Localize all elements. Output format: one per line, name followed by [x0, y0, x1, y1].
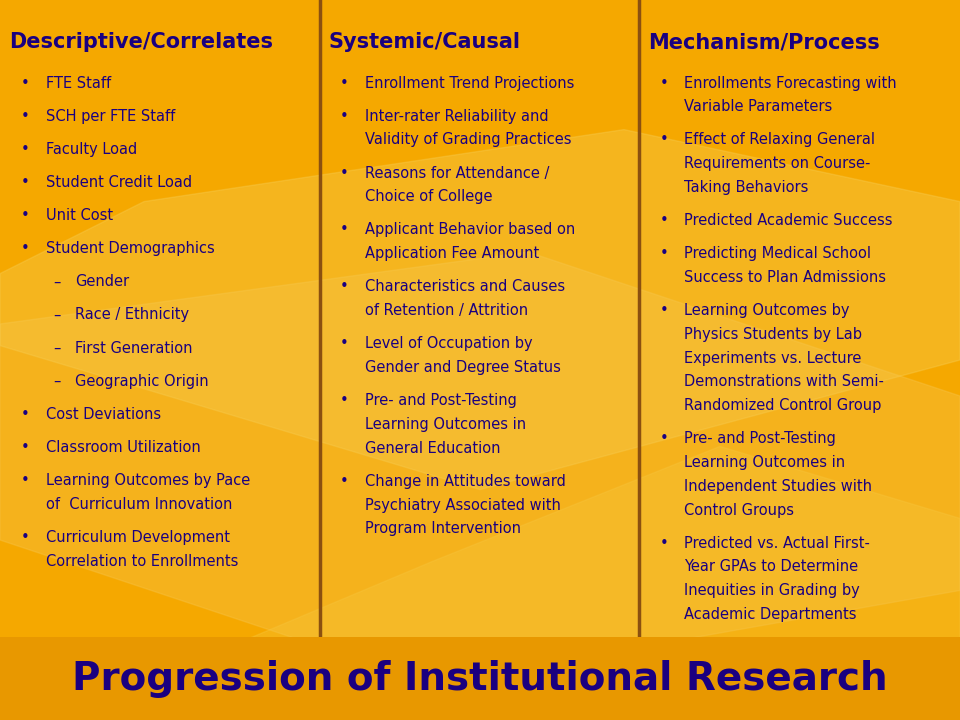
Text: –: – [53, 307, 60, 323]
Text: Variable Parameters: Variable Parameters [684, 99, 832, 114]
Text: First Generation: First Generation [75, 341, 192, 356]
Text: Application Fee Amount: Application Fee Amount [365, 246, 540, 261]
Text: •: • [340, 474, 348, 489]
Text: Learning Outcomes in: Learning Outcomes in [684, 455, 846, 470]
Text: –: – [53, 374, 60, 389]
Text: •: • [340, 393, 348, 408]
Text: Unit Cost: Unit Cost [46, 208, 113, 223]
Text: Descriptive/Correlates: Descriptive/Correlates [10, 32, 274, 53]
Text: Enrollment Trend Projections: Enrollment Trend Projections [365, 76, 574, 91]
Text: •: • [660, 303, 668, 318]
Text: •: • [340, 166, 348, 181]
Text: •: • [660, 213, 668, 228]
Text: •: • [660, 431, 668, 446]
Text: •: • [660, 246, 668, 261]
Text: Inter-rater Reliability and: Inter-rater Reliability and [365, 109, 548, 124]
Text: Gender: Gender [75, 274, 129, 289]
Text: Validity of Grading Practices: Validity of Grading Practices [365, 132, 571, 148]
Text: Predicted vs. Actual First-: Predicted vs. Actual First- [684, 536, 871, 551]
Text: •: • [21, 142, 30, 157]
Text: •: • [21, 473, 30, 488]
Text: •: • [660, 76, 668, 91]
Text: •: • [21, 109, 30, 124]
Text: Reasons for Attendance /: Reasons for Attendance / [365, 166, 549, 181]
Text: Independent Studies with: Independent Studies with [684, 479, 873, 494]
Text: Requirements on Course-: Requirements on Course- [684, 156, 871, 171]
Text: •: • [340, 76, 348, 91]
Text: •: • [660, 132, 668, 148]
Text: FTE Staff: FTE Staff [46, 76, 111, 91]
Text: Taking Behaviors: Taking Behaviors [684, 180, 809, 195]
Text: Learning Outcomes in: Learning Outcomes in [365, 417, 526, 432]
Text: Success to Plan Admissions: Success to Plan Admissions [684, 270, 886, 285]
FancyBboxPatch shape [0, 637, 960, 720]
Polygon shape [192, 446, 960, 720]
Text: –: – [53, 274, 60, 289]
Text: Choice of College: Choice of College [365, 189, 492, 204]
Text: •: • [660, 536, 668, 551]
Text: Applicant Behavior based on: Applicant Behavior based on [365, 222, 575, 238]
Text: Inequities in Grading by: Inequities in Grading by [684, 583, 860, 598]
Text: Characteristics and Causes: Characteristics and Causes [365, 279, 564, 294]
Text: General Education: General Education [365, 441, 500, 456]
Text: Pre- and Post-Testing: Pre- and Post-Testing [365, 393, 516, 408]
Text: Physics Students by Lab: Physics Students by Lab [684, 327, 862, 342]
Text: •: • [21, 407, 30, 422]
Text: •: • [340, 279, 348, 294]
Text: Faculty Load: Faculty Load [46, 142, 137, 157]
Text: Year GPAs to Determine: Year GPAs to Determine [684, 559, 858, 575]
Text: •: • [340, 336, 348, 351]
Text: Student Credit Load: Student Credit Load [46, 175, 192, 190]
Text: Randomized Control Group: Randomized Control Group [684, 398, 882, 413]
Text: Pre- and Post-Testing: Pre- and Post-Testing [684, 431, 836, 446]
Text: Curriculum Development: Curriculum Development [46, 530, 230, 545]
Text: Race / Ethnicity: Race / Ethnicity [75, 307, 189, 323]
Text: Classroom Utilization: Classroom Utilization [46, 440, 201, 455]
Text: –: – [53, 341, 60, 356]
Text: Correlation to Enrollments: Correlation to Enrollments [46, 554, 238, 569]
Text: •: • [21, 530, 30, 545]
Text: Learning Outcomes by Pace: Learning Outcomes by Pace [46, 473, 251, 488]
Text: Level of Occupation by: Level of Occupation by [365, 336, 533, 351]
Text: Student Demographics: Student Demographics [46, 241, 215, 256]
Text: •: • [340, 109, 348, 124]
Text: Control Groups: Control Groups [684, 503, 795, 518]
Polygon shape [0, 130, 960, 490]
Text: Experiments vs. Lecture: Experiments vs. Lecture [684, 351, 862, 366]
Text: Enrollments Forecasting with: Enrollments Forecasting with [684, 76, 897, 91]
Polygon shape [0, 252, 960, 684]
Text: Gender and Degree Status: Gender and Degree Status [365, 360, 561, 375]
Text: Mechanism/Process: Mechanism/Process [648, 32, 879, 53]
Text: of Retention / Attrition: of Retention / Attrition [365, 303, 528, 318]
Text: Learning Outcomes by: Learning Outcomes by [684, 303, 850, 318]
Text: Cost Deviations: Cost Deviations [46, 407, 161, 422]
Text: Demonstrations with Semi-: Demonstrations with Semi- [684, 374, 884, 390]
Text: Change in Attitudes toward: Change in Attitudes toward [365, 474, 565, 489]
Text: •: • [21, 241, 30, 256]
Text: Psychiatry Associated with: Psychiatry Associated with [365, 498, 561, 513]
Text: Systemic/Causal: Systemic/Causal [328, 32, 520, 53]
Text: Geographic Origin: Geographic Origin [75, 374, 208, 389]
Text: •: • [21, 175, 30, 190]
Text: •: • [21, 208, 30, 223]
Text: •: • [21, 440, 30, 455]
Text: Effect of Relaxing General: Effect of Relaxing General [684, 132, 876, 148]
Text: SCH per FTE Staff: SCH per FTE Staff [46, 109, 176, 124]
Text: Progression of Institutional Research: Progression of Institutional Research [72, 660, 888, 698]
Text: Academic Departments: Academic Departments [684, 607, 857, 622]
Text: •: • [21, 76, 30, 91]
Text: •: • [340, 222, 348, 238]
Text: Predicted Academic Success: Predicted Academic Success [684, 213, 893, 228]
Text: Program Intervention: Program Intervention [365, 521, 520, 536]
Text: of  Curriculum Innovation: of Curriculum Innovation [46, 497, 232, 512]
Text: Predicting Medical School: Predicting Medical School [684, 246, 872, 261]
